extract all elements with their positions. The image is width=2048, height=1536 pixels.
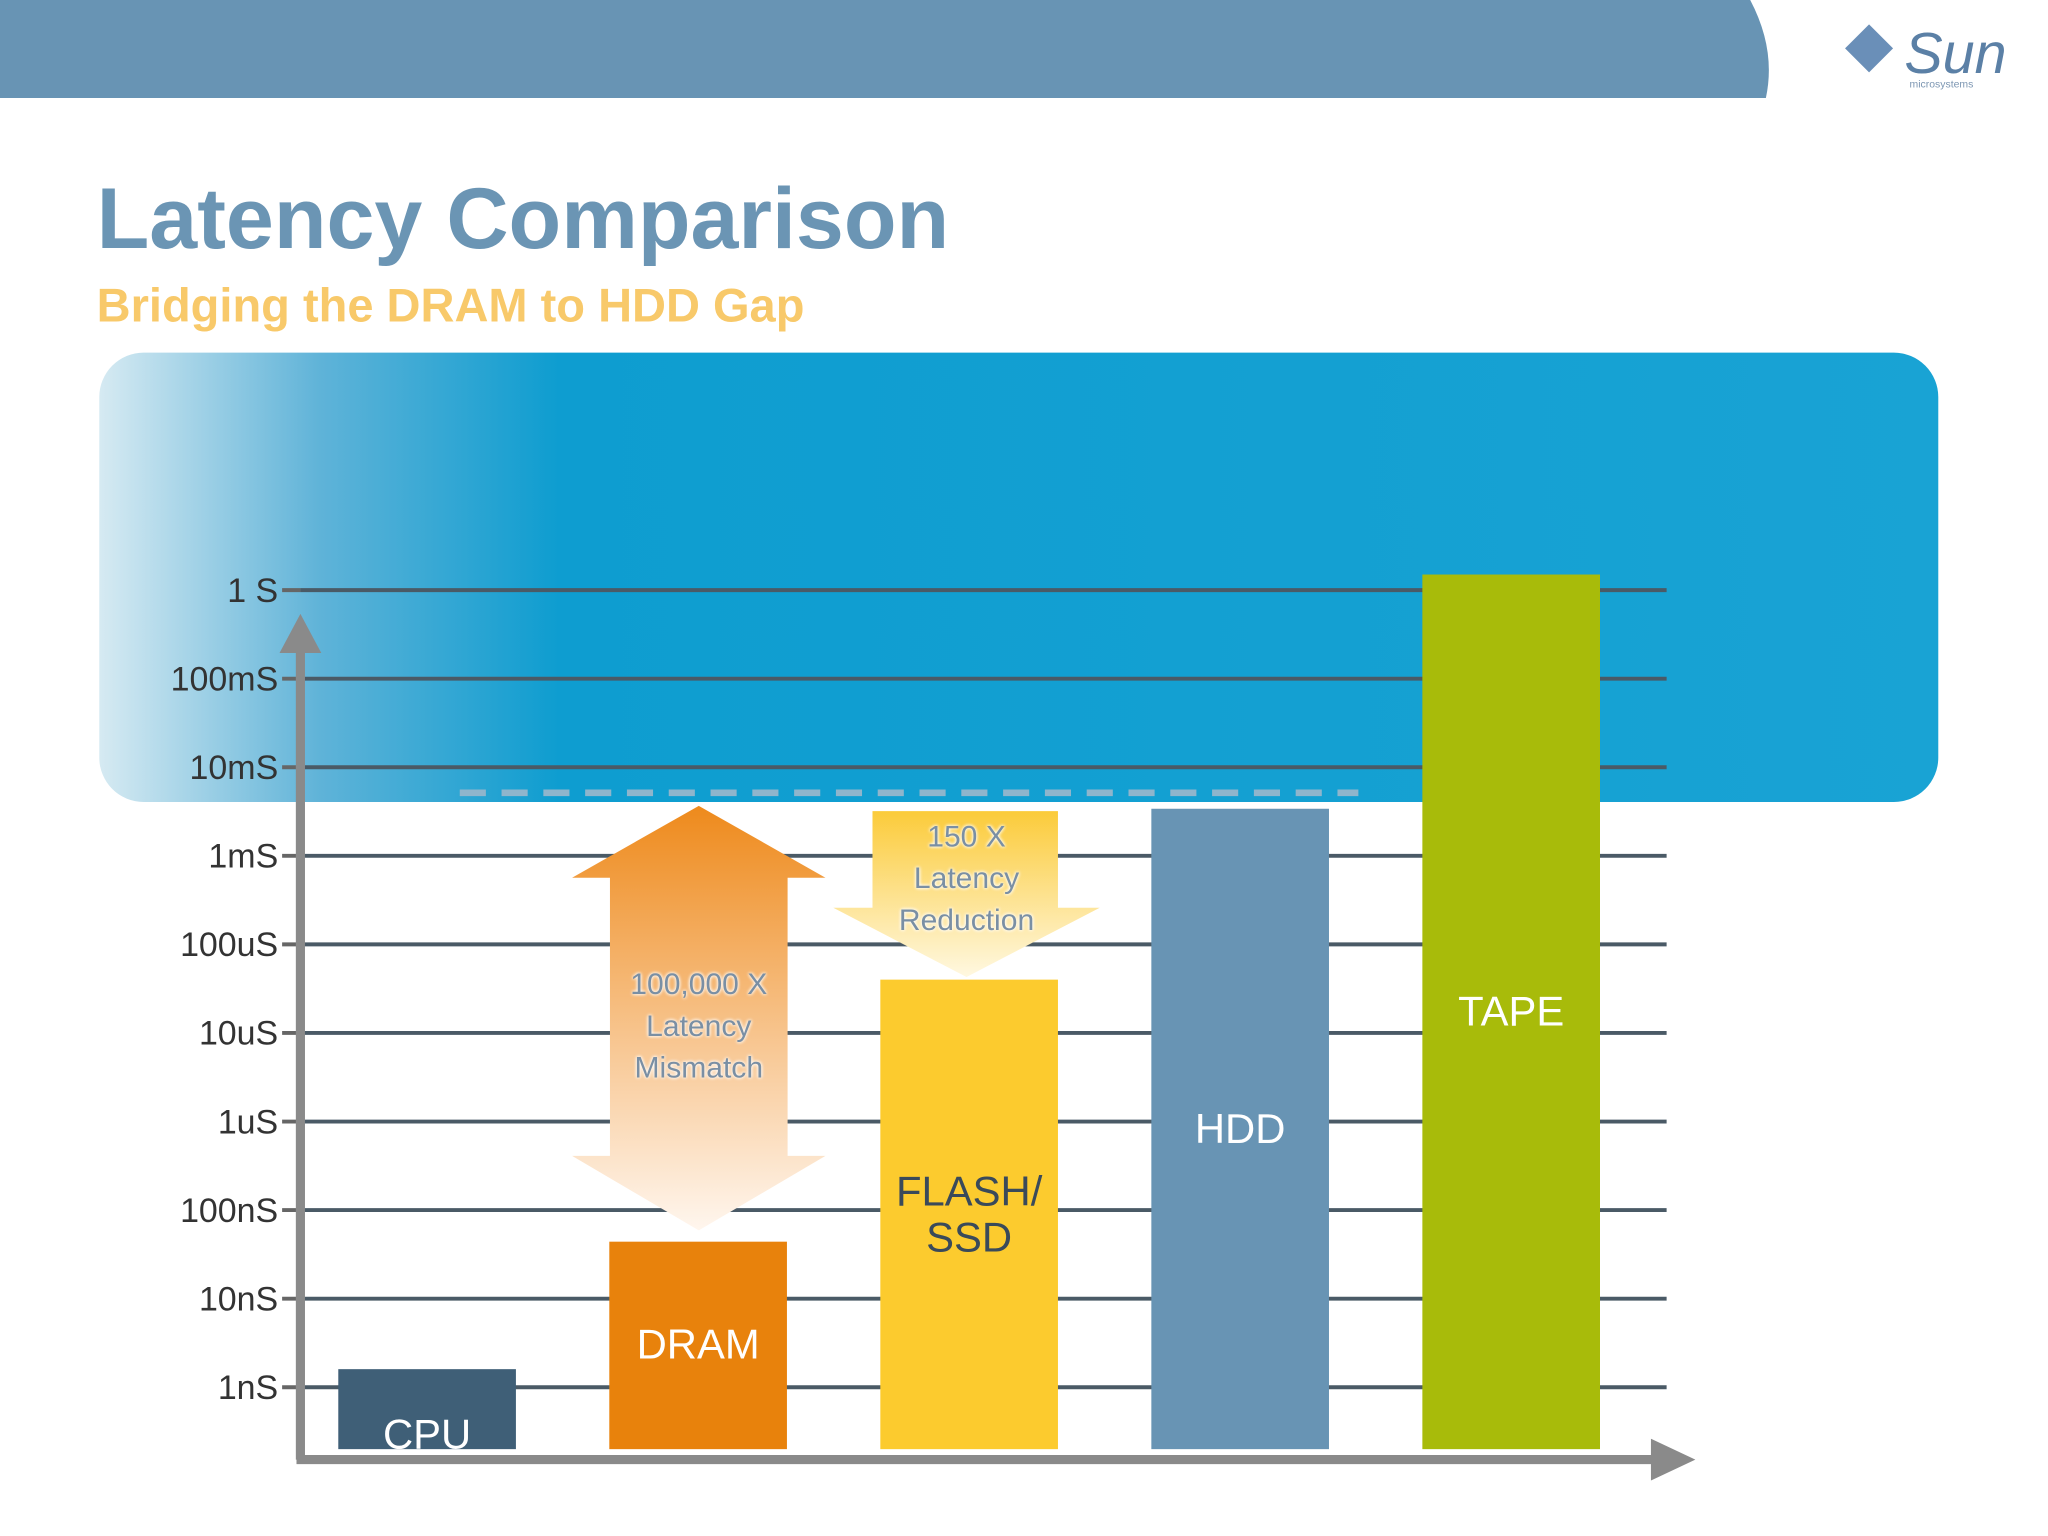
bar-label: TAPE [1458,987,1565,1035]
y-tick-label: 100nS [180,1192,278,1230]
reduction-arrow [833,811,1100,977]
header-band [0,0,1769,98]
y-axis-arrow [279,613,322,654]
y-tick-label: 1nS [218,1369,278,1407]
y-tick-label: 10uS [199,1015,278,1053]
bar-label-box: HDD [1194,1104,1286,1152]
logo-tagline: microsystems [1910,80,1974,91]
bar-label-box: TAPE [1458,987,1565,1035]
annotation: 100,000 X Latency Mismatch [630,966,768,1085]
y-tick-label: 100mS [171,660,279,698]
bar-label: DRAM [636,1321,760,1369]
labels: 1nS 10nS 100nS 1uS 10uS 100uS 1mS 10mS 100mS 1 S C… [171,572,1565,1458]
bar [1151,808,1329,1450]
chart-subtitle: Bridging the DRAM to HDD Gap [97,278,805,331]
annotation-box: 150 X Latency Reduction [898,818,1035,937]
bar-label: FLASH/ SSD [895,1167,1043,1261]
bar [609,1241,787,1450]
bar-label-box: CPU [382,1410,472,1458]
bar [880,979,1058,1450]
bar [1422,574,1600,1450]
background-panel [99,352,1939,802]
x-axis-arrow [1650,1438,1696,1481]
bar-label-box: FLASH/ SSD [895,1167,1043,1261]
bar-label: CPU [382,1410,472,1458]
y-tick-label: 100uS [180,926,278,964]
bars [338,574,1600,1450]
chart-title: Latency Comparison [97,171,950,267]
annotation: 150 X Latency Reduction [898,818,1035,937]
logo-mark [1845,24,1894,73]
mismatch-arrow [572,805,826,1231]
bar-label-box: DRAM [636,1321,760,1369]
y-tick-label: 1 S [227,572,278,610]
logo-name: Sun [1904,22,2006,86]
y-tick-label: 10nS [199,1280,278,1318]
annotation-box: 100,000 X Latency Mismatch [630,966,768,1085]
y-tick-label: 1uS [218,1103,278,1141]
logo: Sun microsystems [1845,22,2007,91]
bar [338,1369,516,1450]
y-tick-label: 10mS [190,749,279,787]
y-tick-label: 1mS [208,838,278,876]
bar-label: HDD [1194,1104,1286,1152]
